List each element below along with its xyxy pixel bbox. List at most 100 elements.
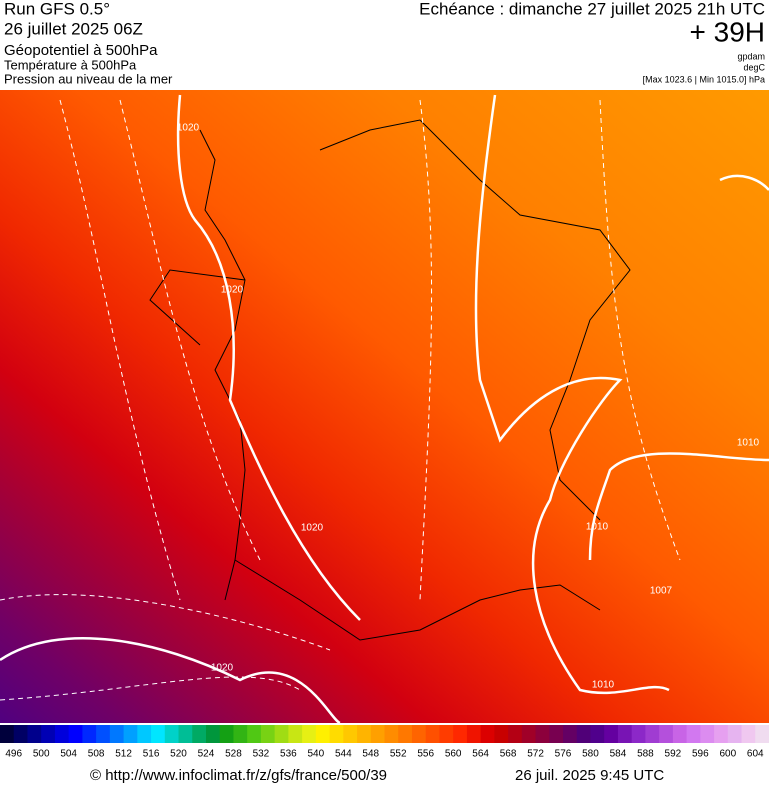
colorbar-swatch [686,725,701,743]
colorbar-swatch [411,725,427,743]
colorbar-label: 600 [719,749,736,760]
colorbar-swatch [178,725,193,743]
colorbar-label: 572 [527,749,544,760]
colorbar-label: 500 [33,749,50,760]
unit-label: gpdam [737,51,765,61]
colorbar-label: 516 [143,749,160,760]
lead-time: + 39H [690,16,766,47]
colorbar-label: 496 [5,749,22,760]
field-label: Température à 500hPa [4,57,137,72]
colorbar-swatch [0,725,15,743]
colorbar-label: 524 [198,749,215,760]
contour-label: 1020 [211,663,234,674]
isobar [0,94,769,725]
isotherm [0,99,681,701]
map: 1020 1020 1020 1020 1010 1010 1010 1007 [0,90,769,725]
temperature-field [0,90,769,723]
colorbar-swatch [274,725,289,743]
colorbar-swatch [563,725,578,743]
colorbar-swatch [453,725,468,743]
colorbar-label: 604 [747,749,764,760]
colorbar-label: 596 [692,749,709,760]
colorbar-swatch [549,725,564,743]
colorbar-swatch [700,725,715,743]
contour-label: 1010 [737,438,760,449]
colorbar-label: 552 [390,749,407,760]
colorbar-swatch [535,725,550,743]
colorbar-swatch [508,725,523,743]
colorbar-swatch [247,725,262,743]
colorbar-swatch [13,725,28,743]
colorbar-swatch [27,725,42,743]
colorbar-swatch [576,725,591,743]
colorbar-swatch [755,725,769,743]
colorbar-label: 568 [500,749,517,760]
colorbar-swatch [164,725,180,743]
valid-time: Echéance : dimanche 27 juillet 2025 21h … [419,0,765,18]
colorbar-label: 576 [555,749,572,760]
colorbar-swatch [151,725,166,743]
colorbar-label: 544 [335,749,352,760]
field-label: Pression au niveau de la mer [4,71,173,86]
colorbar-label: 504 [60,749,77,760]
run-title: Run GFS 0.5° [4,0,110,18]
colorbar-swatch [205,725,221,743]
contour-label: 1007 [650,586,673,597]
unit-label: degC [743,62,765,72]
colorbar-swatch [384,725,399,743]
colorbar-swatch [398,725,413,743]
colorbar-swatch [109,725,125,743]
colorbar-label: 556 [417,749,434,760]
colorbar-swatch [192,725,207,743]
colorbar-label: 528 [225,749,242,760]
colorbar-swatch [82,725,97,743]
colorbar-label: 580 [582,749,599,760]
colorbar-swatch [288,725,303,743]
colorbar-swatch [480,725,495,743]
colorbar-swatch [260,725,276,743]
colorbar-swatch [233,725,248,743]
colorbar-label: 508 [88,749,105,760]
colorbar-swatch [302,725,317,743]
colorbar-swatch [494,725,509,743]
colorbar-label: 592 [665,749,682,760]
colorbar-swatch [68,725,83,743]
colorbar-label: 560 [445,749,462,760]
colorbar-swatch [590,725,605,743]
colorbar-label: 588 [637,749,654,760]
contour-label: 1020 [221,285,244,296]
colorbar-swatch [54,725,70,743]
colorbar-swatch [617,725,633,743]
coastline [149,119,631,641]
colorbar-swatch [219,725,234,743]
colorbar-swatch [672,725,688,743]
colorbar-swatch [741,725,756,743]
colorbar-label: 532 [253,749,270,760]
colorbar-swatch [425,725,440,743]
colorbar-swatch [714,725,729,743]
contour-label: 1010 [592,680,615,691]
colorbar-label: 512 [115,749,132,760]
colorbar-swatch [329,725,344,743]
contour-label: 1010 [586,522,609,533]
colorbar-label: 584 [610,749,627,760]
field-label: Géopotentiel à 500hPa [4,42,158,59]
source-link: © http://www.infoclimat.fr/z/gfs/france/… [90,767,387,784]
colorbar-swatch [343,725,358,743]
colorbar-swatch [370,725,385,743]
colorbar-swatch [521,725,537,743]
colorbar-swatch [659,725,674,743]
colorbar-swatch [631,725,646,743]
run-date: 26 juillet 2025 06Z [4,19,143,38]
colorbar-label: 520 [170,749,187,760]
colorbar-swatch [137,725,152,743]
colorbar-swatch [466,725,482,743]
colorbar-label: 564 [472,749,489,760]
colorbar-swatch [439,725,454,743]
colorbar-label: 536 [280,749,297,760]
timestamp: 26 juil. 2025 9:45 UTC [515,767,664,784]
colorbar-swatch [604,725,619,743]
colorbar-swatch [357,725,372,743]
